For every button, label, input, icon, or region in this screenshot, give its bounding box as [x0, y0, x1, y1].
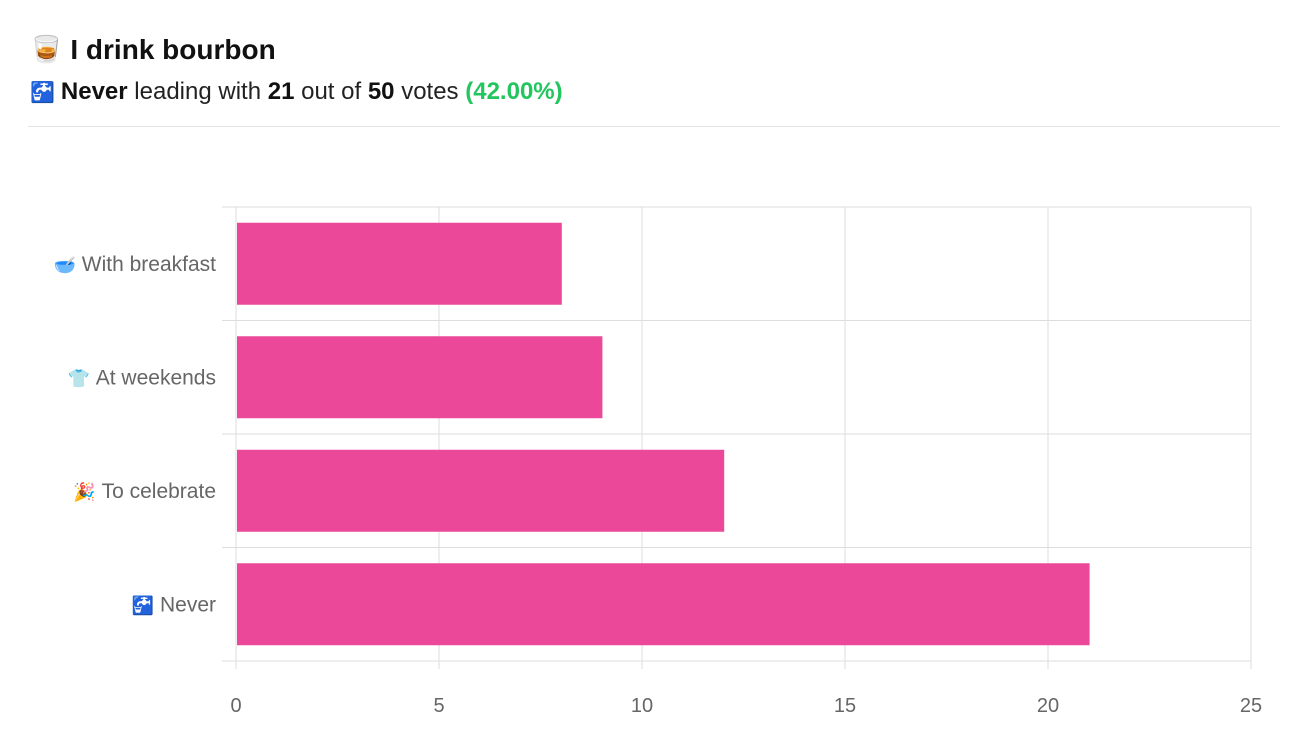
- summary-text-out-of: out of: [301, 78, 362, 105]
- bar: [237, 222, 562, 305]
- x-tick-label: 15: [834, 695, 856, 717]
- x-tick-label: 20: [1037, 695, 1059, 717]
- bowl-with-spoon-icon: 🥣: [54, 255, 76, 276]
- tumbler-glass-icon: 🥃: [30, 35, 63, 65]
- leader-option: Never: [60, 78, 128, 105]
- category-label: 🎉 To celebrate: [73, 480, 216, 503]
- bars: [237, 222, 1090, 646]
- leader-percentage: (42.00%): [465, 78, 563, 105]
- x-tick-label: 25: [1240, 695, 1262, 717]
- category-text: At weekends: [96, 366, 216, 389]
- category-label: 👕 At weekends: [67, 366, 216, 389]
- total-vote-count: 50: [367, 78, 395, 105]
- bar: [237, 449, 725, 532]
- party-popper-icon: 🎉: [73, 481, 95, 503]
- title-row: 🥃 I drink bourbon: [30, 30, 1280, 70]
- potable-water-icon: 🚰: [30, 80, 55, 104]
- x-tick-label: 10: [631, 695, 653, 717]
- header-divider: [28, 126, 1280, 127]
- x-tick-labels: 0 5 10 15 20 25: [230, 695, 1262, 717]
- category-text: To celebrate: [102, 480, 216, 503]
- poll-summary: 🚰 Never leading with 21 out of 50 votes …: [30, 74, 1280, 110]
- category-text: Never: [160, 593, 216, 616]
- bar: [237, 563, 1090, 646]
- x-tick-label: 0: [230, 695, 241, 717]
- poll-title: I drink bourbon: [70, 34, 276, 65]
- bar: [237, 336, 603, 419]
- leader-vote-count: 21: [267, 78, 295, 105]
- category-label: 🚰 Never: [132, 593, 216, 616]
- summary-text-votes: votes: [401, 78, 459, 105]
- potable-water-icon: 🚰: [132, 594, 154, 616]
- category-text: With breakfast: [82, 253, 216, 276]
- x-tick-label: 5: [433, 695, 444, 717]
- t-shirt-icon: 👕: [67, 368, 89, 389]
- summary-text-leading: leading with: [134, 78, 262, 105]
- poll-header: 🥃 I drink bourbon 🚰 Never leading with 2…: [30, 30, 1280, 110]
- grid-lines: [222, 206, 1252, 669]
- category-labels: 🥣 With breakfast 👕 At weekends 🎉 To celebr…: [54, 253, 217, 617]
- category-label: 🥣 With breakfast: [54, 253, 217, 276]
